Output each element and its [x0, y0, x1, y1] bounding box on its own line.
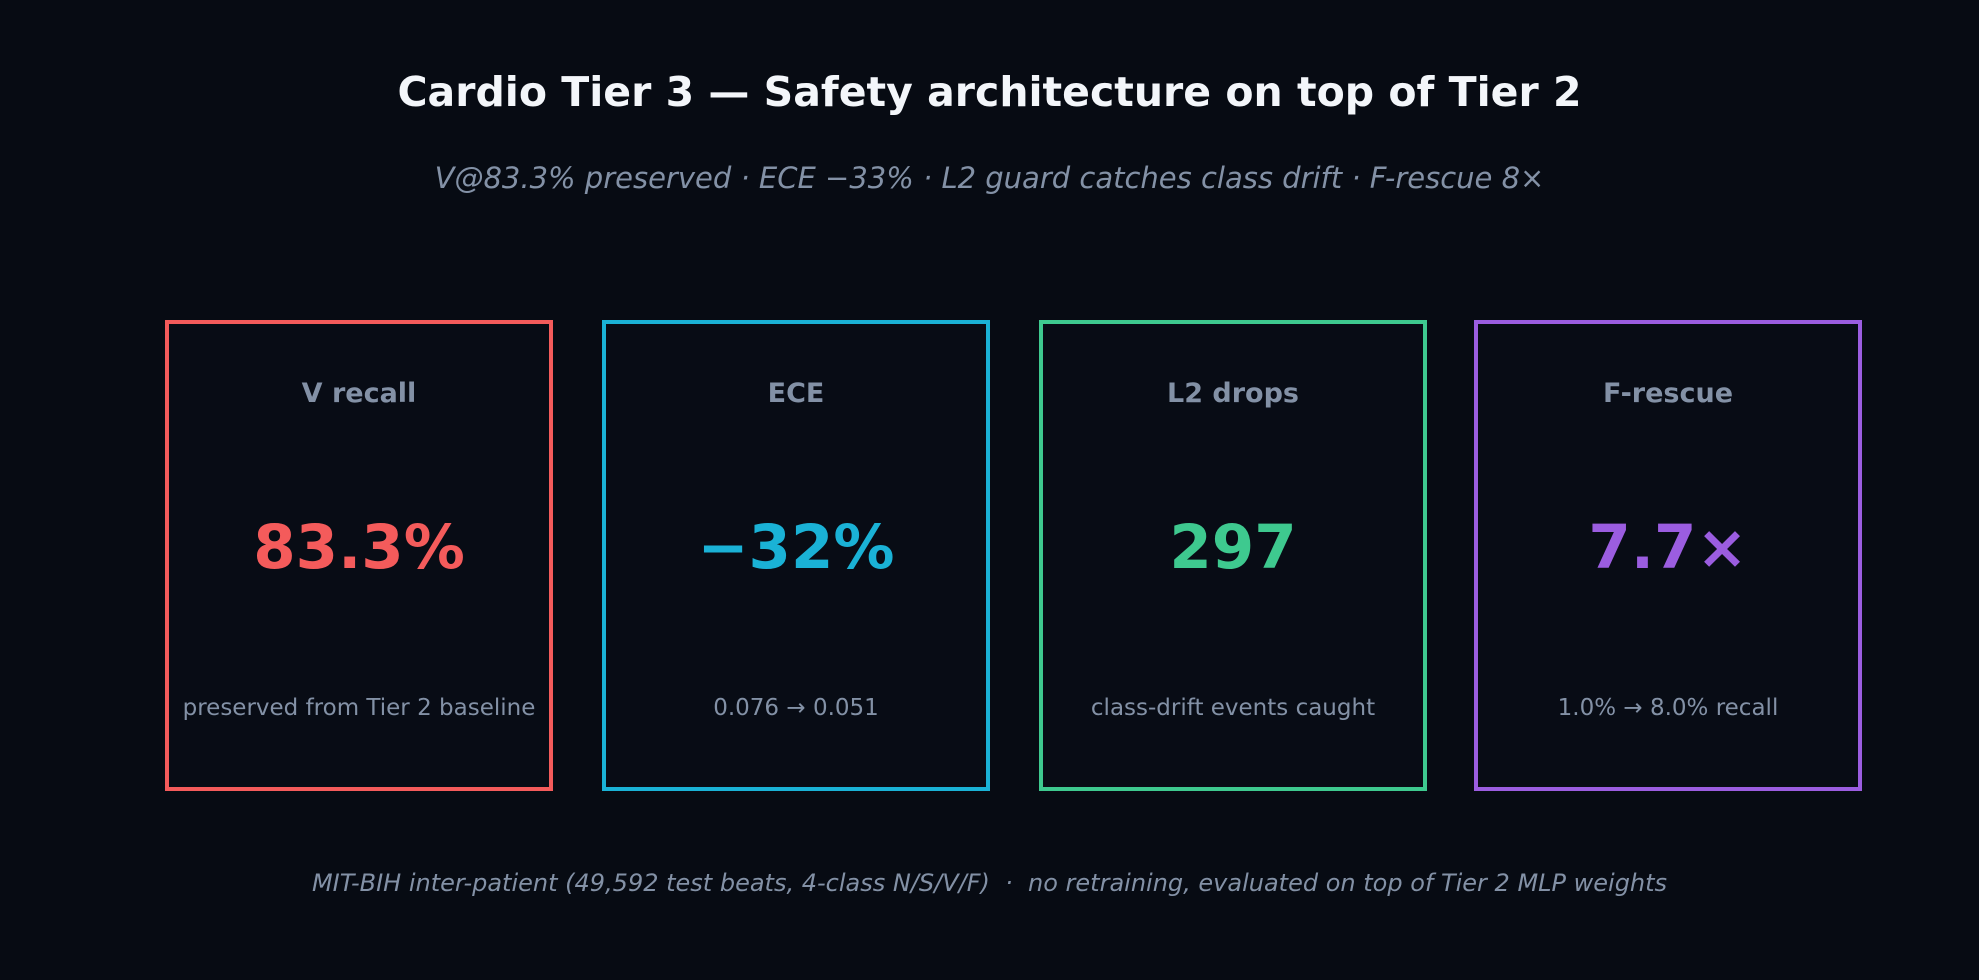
metric-card-ece: ECE −32% 0.076 → 0.051 [602, 320, 990, 791]
metric-value: 297 [1169, 512, 1297, 583]
metric-value: 7.7× [1588, 512, 1748, 583]
metric-caption: 1.0% → 8.0% recall [1557, 695, 1779, 721]
metric-caption: class-drift events caught [1090, 695, 1376, 721]
metric-label: L2 drops [1167, 378, 1299, 409]
metric-card-v-recall: V recall 83.3% preserved from Tier 2 bas… [165, 320, 553, 791]
metric-caption: preserved from Tier 2 baseline [182, 695, 536, 721]
page-subtitle: V@83.3% preserved · ECE −33% · L2 guard … [434, 161, 1545, 195]
metric-caption: 0.076 → 0.051 [713, 695, 879, 721]
metric-value: 83.3% [253, 512, 465, 583]
metric-value: −32% [697, 512, 895, 583]
footer-note: MIT-BIH inter-patient (49,592 test beats… [311, 869, 1668, 897]
metric-card-f-rescue: F-rescue 7.7× 1.0% → 8.0% recall [1474, 320, 1862, 791]
page-title: Cardio Tier 3 — Safety architecture on t… [397, 68, 1582, 116]
metric-card-l2-drops: L2 drops 297 class-drift events caught [1039, 320, 1427, 791]
metric-label: V recall [301, 378, 417, 409]
metric-label: F-rescue [1602, 378, 1734, 409]
metric-label: ECE [767, 378, 825, 409]
